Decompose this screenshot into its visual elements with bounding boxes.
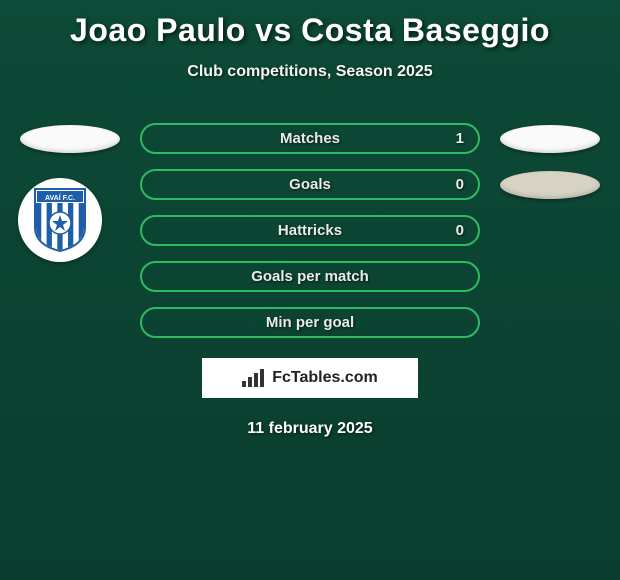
stat-label: Goals per match (251, 268, 369, 285)
stat-label: Hattricks (278, 222, 342, 239)
stat-pill-hattricks: Hattricks 0 (140, 215, 480, 246)
right-value-slot (480, 171, 620, 199)
left-value-slot (0, 125, 140, 153)
stat-row: Goals per match (0, 261, 620, 292)
club-shield-icon: AVAÍ F.C. (31, 187, 89, 253)
stat-value: 0 (456, 222, 464, 239)
page-title: Joao Paulo vs Costa Baseggio (0, 0, 620, 49)
date-text: 11 february 2025 (0, 420, 620, 438)
stat-pill-matches: Matches 1 (140, 123, 480, 154)
stat-label: Min per goal (266, 314, 354, 331)
stat-pill-goals: Goals 0 (140, 169, 480, 200)
stat-value: 1 (456, 130, 464, 147)
stat-label: Goals (289, 176, 331, 193)
footer-brand-box: FcTables.com (202, 358, 418, 398)
left-oval (20, 125, 120, 153)
stat-label: Matches (280, 130, 340, 147)
club-logo-left: AVAÍ F.C. (18, 178, 102, 262)
right-value-slot (480, 125, 620, 153)
bar-chart-icon (242, 369, 266, 387)
stat-value: 0 (456, 176, 464, 193)
right-oval (500, 171, 600, 199)
stat-row: Min per goal (0, 307, 620, 338)
footer-brand-text: FcTables.com (272, 369, 378, 387)
right-oval (500, 125, 600, 153)
stat-pill-goals-per-match: Goals per match (140, 261, 480, 292)
stat-pill-min-per-goal: Min per goal (140, 307, 480, 338)
subtitle: Club competitions, Season 2025 (0, 63, 620, 81)
svg-text:AVAÍ F.C.: AVAÍ F.C. (45, 193, 75, 202)
stat-row: Matches 1 (0, 123, 620, 154)
